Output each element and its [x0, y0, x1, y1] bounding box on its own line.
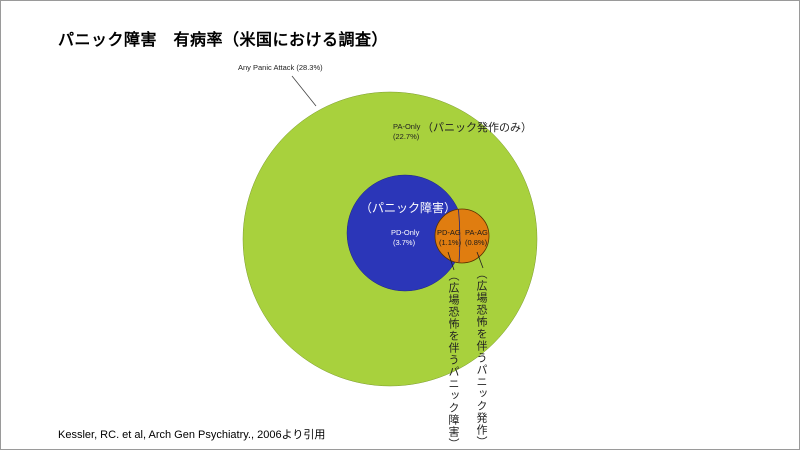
pa-ag-vertical-label: （広場恐怖を伴うパニック発作）	[475, 268, 488, 448]
pa-ag-label: PA-AG	[465, 228, 488, 237]
any-panic-attack-label: Any Panic Attack (28.3%)	[238, 63, 323, 72]
pd-only-percent: (3.7%)	[393, 238, 416, 247]
agoraphobia-circle	[434, 208, 490, 264]
citation: Kessler, RC. et al, Arch Gen Psychiatry.…	[58, 429, 326, 441]
pa-ag-percent: (0.8%)	[465, 238, 488, 247]
pd-boundary-arc	[458, 209, 461, 263]
pd-jp-label: （パニック障害）	[360, 200, 456, 215]
any-panic-attack-leader	[291, 75, 317, 107]
pd-ag-vertical-label: （広場恐怖を伴うパニック障害）	[447, 270, 460, 450]
pa-only-jp-label: （パニック発作のみ）	[422, 120, 532, 134]
pa-only-label: PA-Only	[393, 122, 421, 131]
pd-only-label: PD-Only	[391, 228, 420, 237]
pa-ag-leader	[476, 251, 484, 269]
pd-ag-leader	[447, 251, 455, 271]
pd-ag-label: PD-AG	[437, 228, 461, 237]
pa-only-percent: (22.7%)	[393, 132, 420, 141]
slide-title: パニック障害 有病率（米国における調査）	[58, 30, 389, 49]
pd-ag-percent: (1.1%)	[439, 238, 462, 247]
